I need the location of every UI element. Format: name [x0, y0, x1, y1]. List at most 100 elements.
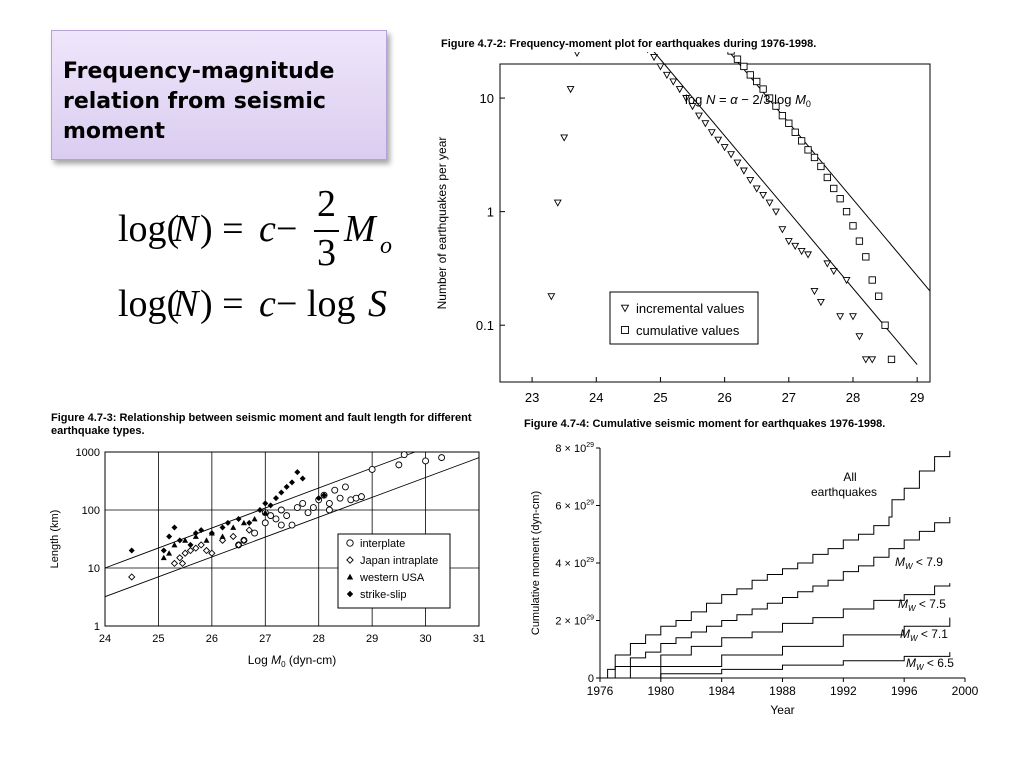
fig474-series-line: [600, 617, 951, 679]
fig472-point-cumulative: [785, 119, 793, 127]
fig473-legend-box: [337, 533, 451, 609]
fig472-point-incremental: [662, 71, 671, 80]
fig472-point-incremental: [574, 52, 580, 58]
fig472-point-incremental: [810, 288, 819, 296]
fig473-point-strike-slip: [315, 495, 322, 502]
fig474-xtick-label: 1976: [587, 684, 614, 698]
fig472-point-incremental: [682, 95, 691, 103]
fig472-point-incremental: [720, 144, 729, 152]
fig472-point-incremental: [746, 176, 755, 185]
fig473-legend-label: Japan intraplate: [360, 555, 438, 567]
fig472-point-incremental: [701, 120, 710, 128]
fig472-point-incremental: [772, 208, 780, 216]
fig473-point-interplate: [400, 451, 408, 459]
fig473-xtick-label: 25: [152, 633, 164, 645]
fig473-legend-marker: [346, 573, 354, 580]
fig473-point-strike-slip: [256, 507, 263, 513]
fig474-series-line: [600, 652, 951, 679]
fig472-point-incremental: [836, 313, 845, 321]
fig473-point-interplate: [325, 506, 333, 514]
fig473-point-strike-slip: [262, 500, 269, 507]
fig473-caption: Figure 4.7-3: Relationship between seism…: [51, 412, 472, 437]
fig472-xtick-label: 23: [525, 390, 539, 405]
eq2-mid: ) =: [200, 283, 244, 325]
fig473-point-strike-slip: [219, 524, 226, 531]
fig472-point-cumulative: [791, 128, 799, 136]
fig473-point-japan-intraplate: [186, 546, 195, 555]
fig473-point-western-usa: [182, 537, 189, 543]
fig473-frame: [104, 451, 480, 627]
fig473-point-japan-intraplate: [170, 559, 179, 568]
fig474-series-label: earthquakes: [811, 485, 877, 499]
fig472-point-incremental: [829, 268, 838, 276]
fig474-ytick-label: 6 × 1029: [555, 500, 594, 513]
fig473-chart: 24 25 26 27 28 29 30 31 1000 100 10 1 Log M0 (dyn-cm…: [49, 447, 485, 669]
fig472-point-incremental: [861, 356, 870, 364]
eq1-prefix: log(: [118, 208, 180, 250]
fig472-point-cumulative: [868, 276, 876, 284]
fig473-point-strike-slip: [283, 483, 290, 490]
fig473-point-interplate: [288, 521, 296, 529]
fig473-point-interplate: [293, 504, 301, 512]
fig473-point-western-usa: [219, 533, 226, 539]
fig472-point-cumulative: [855, 237, 864, 245]
fig473-point-japan-intraplate: [229, 532, 237, 541]
fig472-point-incremental: [739, 167, 748, 175]
fig473-point-japan-intraplate: [192, 544, 200, 552]
fig472-point-cumulative: [836, 195, 844, 203]
fig473-legend-label: strike-slip: [360, 589, 406, 601]
fig474-xtick-label: 1988: [769, 684, 796, 698]
fig473-point-interplate: [422, 457, 430, 465]
fig474-ytick-label: 2 × 1029: [555, 615, 594, 628]
fig472-point-cumulative: [887, 355, 896, 364]
fig473-legend-marker: [346, 590, 354, 598]
eq1-fraction-bar: [314, 230, 339, 232]
fig473-point-interplate: [251, 529, 259, 537]
fig472-point-incremental: [727, 151, 736, 159]
fig472-point-cumulative: [804, 146, 812, 154]
fig474-ytick-label: 8 × 1029: [555, 442, 594, 455]
fig474-caption: Figure 4.7-4: Cumulative seismic moment …: [524, 418, 886, 430]
fig473-point-interplate: [261, 519, 269, 527]
fig472-point-incremental: [765, 199, 774, 207]
fig472-point-incremental: [816, 299, 825, 307]
fig472-point-incremental: [566, 86, 575, 94]
fig473-xtick-label: 28: [313, 633, 325, 645]
fig474-ytick-label: 4 × 1029: [555, 557, 594, 570]
fig474-xtick-label: 1996: [891, 684, 918, 698]
fig473-point-interplate: [283, 512, 291, 520]
fig474-xtick-label: 1984: [708, 684, 735, 698]
fig474-series-label: MW < 7.5: [898, 597, 946, 613]
fig473-point-interplate: [358, 493, 365, 501]
fig474-series-label: MW < 7.1: [900, 627, 948, 643]
fig473-point-western-usa: [230, 524, 237, 530]
eq1-c: c: [259, 208, 276, 250]
fig473-point-japan-intraplate: [202, 546, 211, 555]
fig474-series-label: All: [843, 470, 856, 484]
fig472-point-cumulative: [753, 77, 761, 86]
fig472-point-incremental: [797, 248, 806, 256]
fig473-point-strike-slip: [224, 519, 231, 526]
eq2-minus-log: − log: [276, 283, 356, 325]
fig473-point-interplate: [368, 466, 376, 473]
fig472-point-incremental: [855, 333, 864, 341]
fig473-point-interplate: [299, 499, 307, 507]
fig473-point-interplate: [325, 499, 333, 507]
fig472-point-cumulative: [830, 184, 838, 193]
fig472-point-incremental: [759, 192, 768, 200]
fig474-ylabel: Cumulative moment (dyn-cm): [530, 491, 542, 635]
fig474-series-label: MW < 6.5: [906, 656, 954, 672]
fig474-xtick-label: 2000: [952, 684, 979, 698]
fig473-point-interplate: [304, 509, 312, 517]
fig473-point-strike-slip: [166, 533, 173, 540]
fig473-point-japan-intraplate: [234, 541, 243, 549]
fig472-point-cumulative: [810, 153, 819, 162]
fig473-point-strike-slip: [321, 492, 328, 499]
fig473-ytick-label: 100: [82, 505, 100, 517]
fig472-fit-lower: [653, 52, 918, 365]
fig472-point-cumulative: [849, 222, 857, 230]
fig472-point-cumulative: [797, 137, 806, 145]
fig474-xlabel: Year: [770, 703, 794, 717]
fig472-xtick-label: 26: [717, 390, 731, 405]
